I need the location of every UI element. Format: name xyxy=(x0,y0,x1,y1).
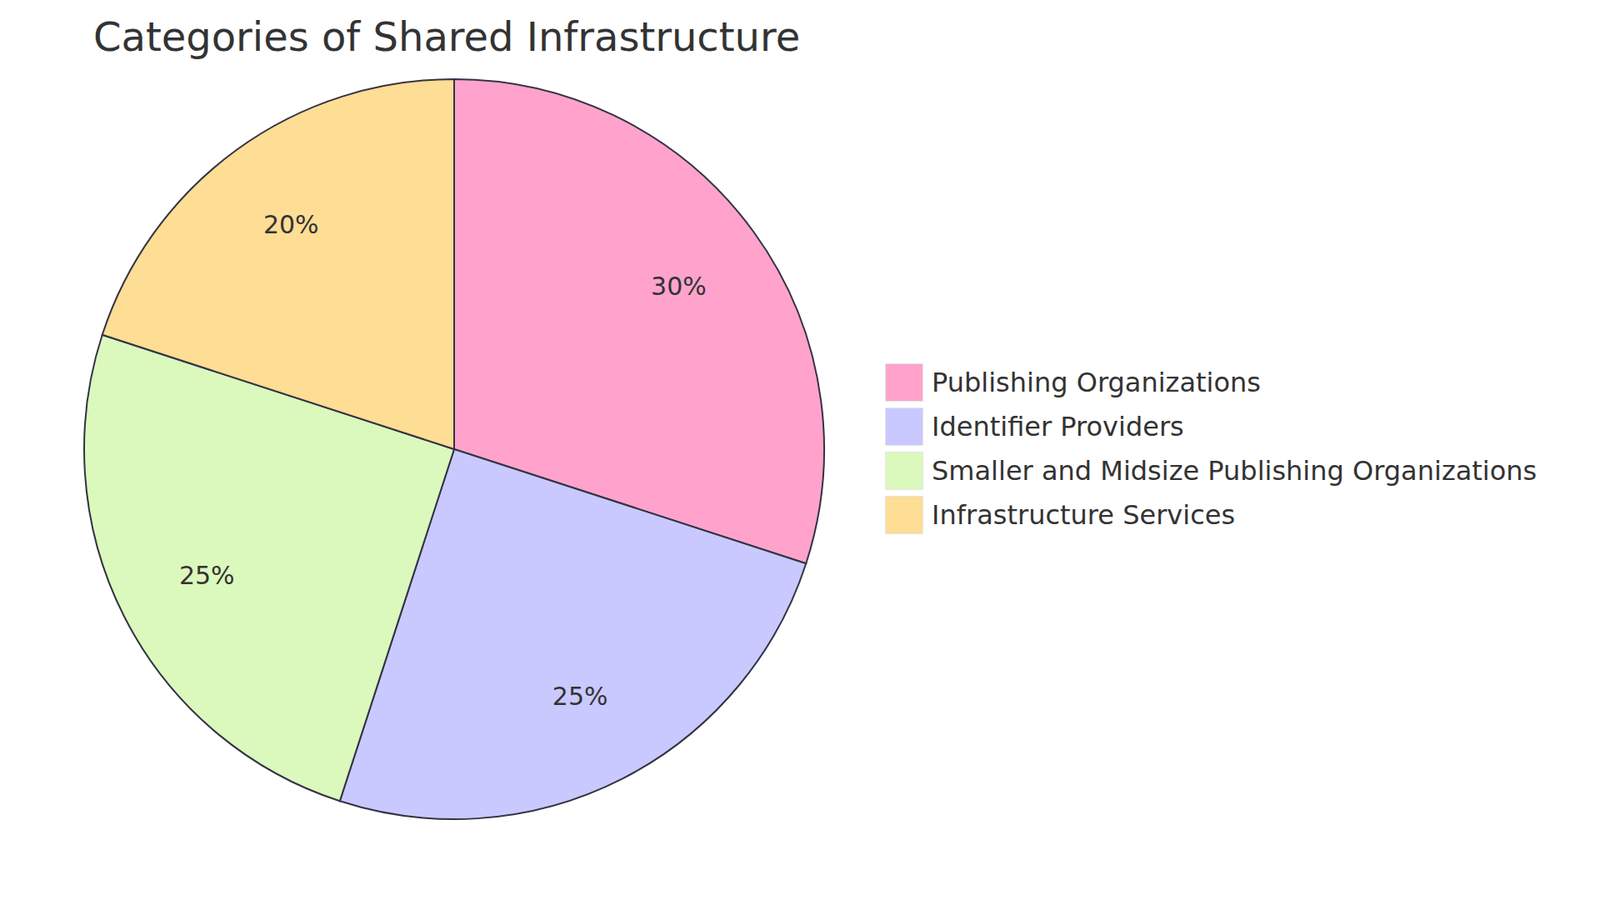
svg-text:20%: 20% xyxy=(263,210,320,240)
html-text:Infrastructure Services: Infrastructure Services xyxy=(931,498,1236,531)
html-text:Categories of Shared Infrastru: Categories of Shared Infrastructure xyxy=(93,13,801,60)
html-text:Identifier Providers: Identifier Providers xyxy=(931,410,1184,443)
html-text:Smaller and Midsize Publishing: Smaller and Midsize Publishing Organizat… xyxy=(931,454,1537,487)
svg-text:25%: 25% xyxy=(179,560,235,590)
svg-text:25%: 25% xyxy=(552,681,609,711)
svg-text:30%: 30% xyxy=(650,271,707,301)
html-text:Publishing Organizations: Publishing Organizations xyxy=(931,366,1261,398)
